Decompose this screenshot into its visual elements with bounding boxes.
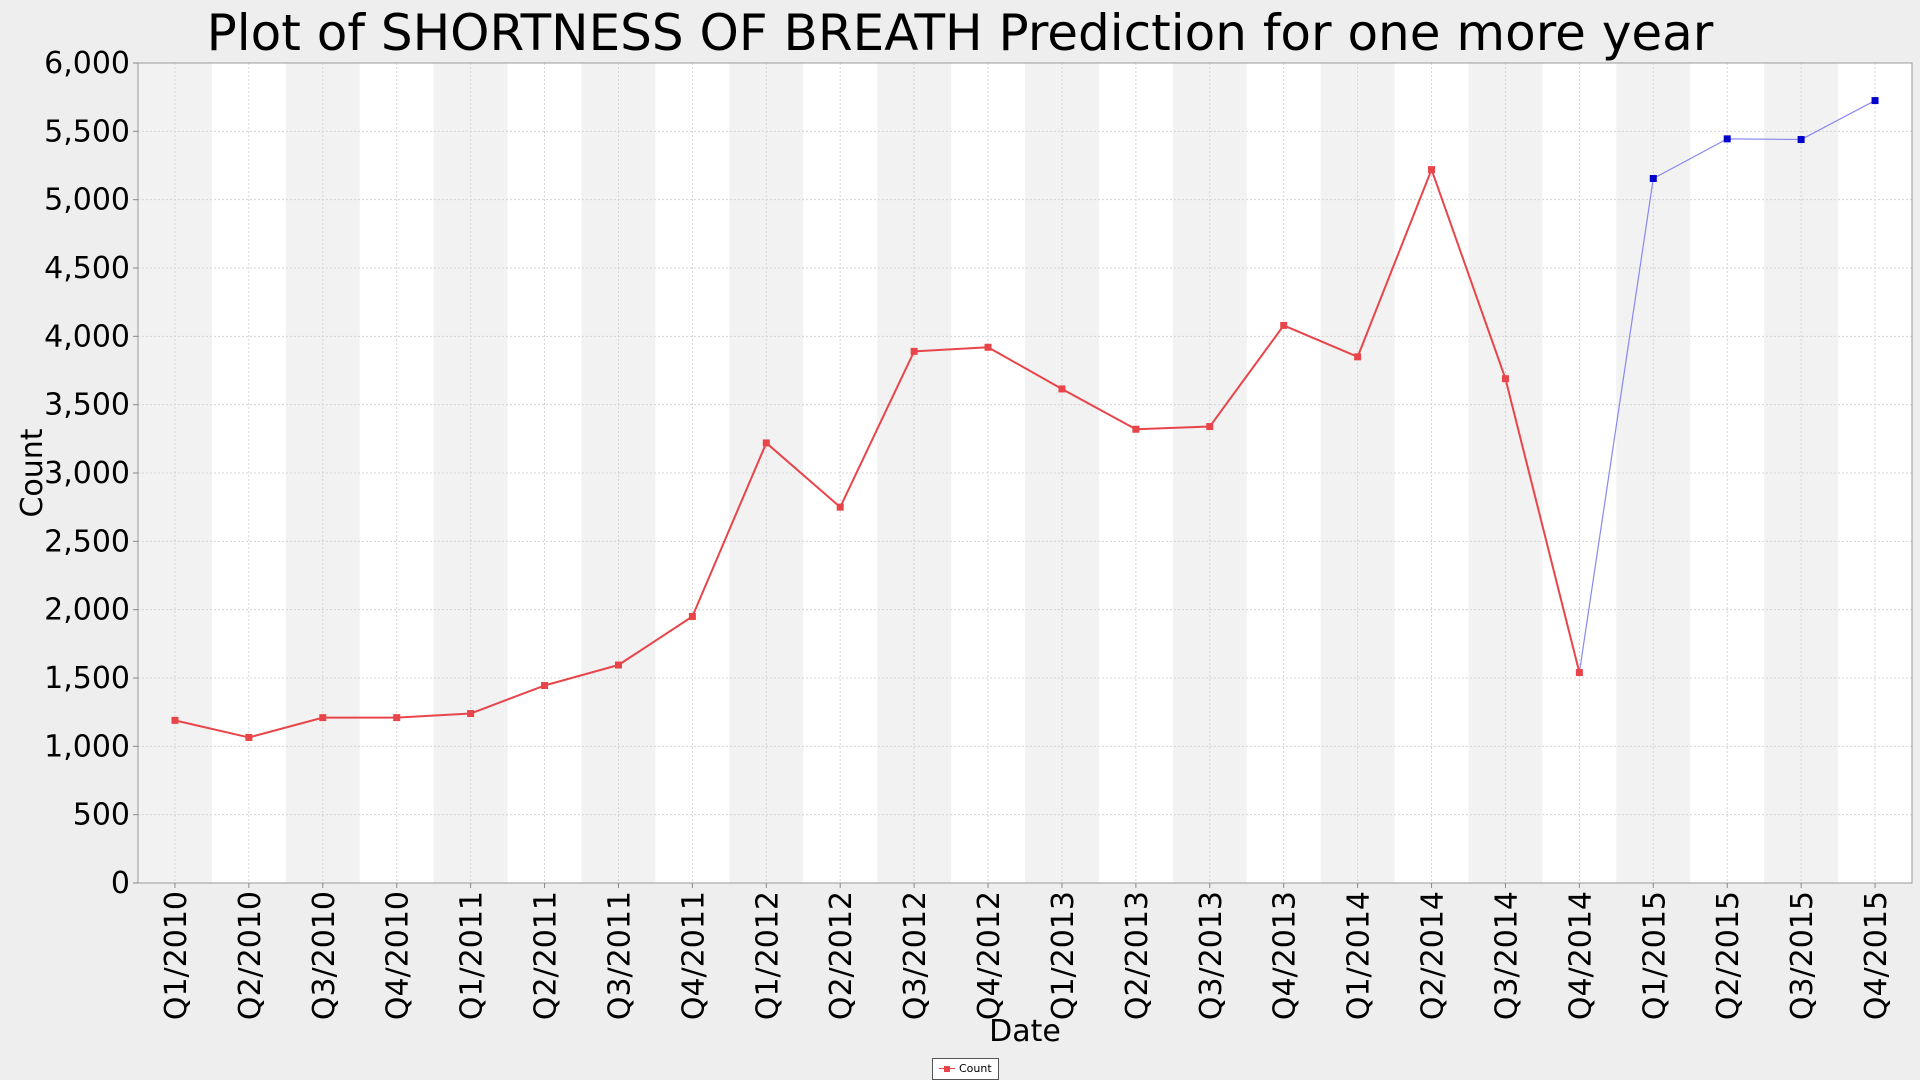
series-0-point bbox=[171, 716, 179, 724]
alternating-bands bbox=[138, 63, 1912, 883]
series-1-point bbox=[1649, 174, 1657, 182]
x-tick-label: Q2/2012 bbox=[824, 891, 859, 1020]
series-1-segment bbox=[1653, 138, 1728, 180]
series-0-point bbox=[836, 503, 844, 511]
x-tick-label: Q1/2013 bbox=[1046, 891, 1081, 1020]
y-tick-label: 5,500 bbox=[44, 114, 130, 149]
series-0-segment bbox=[248, 716, 324, 739]
series-1-segment bbox=[1578, 178, 1654, 673]
series-0-segment bbox=[1504, 378, 1581, 673]
series-0-point bbox=[541, 682, 549, 690]
legend: Count bbox=[932, 1058, 999, 1080]
series-1-point bbox=[1723, 135, 1731, 143]
x-tick-label: Q4/2015 bbox=[1859, 891, 1894, 1020]
series-0-point bbox=[467, 710, 475, 718]
series-0-segment bbox=[1135, 425, 1210, 431]
y-tick-label: 2,000 bbox=[44, 593, 130, 628]
series-0-point bbox=[1575, 669, 1583, 677]
series-0-point bbox=[1354, 353, 1362, 361]
gridlines bbox=[138, 62, 1912, 884]
y-tick-label: 3,500 bbox=[44, 388, 130, 423]
series-0-segment bbox=[1208, 324, 1285, 428]
series-0-segment bbox=[470, 684, 545, 715]
y-tick-label: 5,000 bbox=[44, 183, 130, 218]
x-tick-label: Q3/2014 bbox=[1489, 891, 1524, 1020]
series-0-segment bbox=[987, 346, 1063, 390]
series-0-segment bbox=[396, 712, 471, 719]
series-0-segment bbox=[1430, 169, 1507, 380]
y-tick-label: 500 bbox=[73, 798, 130, 833]
x-tick-label: Q4/2014 bbox=[1563, 891, 1598, 1020]
series-0-segment bbox=[617, 615, 693, 666]
y-tick-label: 1,500 bbox=[44, 661, 130, 696]
y-axis-label: Count bbox=[15, 428, 50, 517]
series-0-point bbox=[910, 347, 918, 355]
x-tick-label: Q1/2012 bbox=[750, 891, 785, 1020]
x-tick-label: Q2/2014 bbox=[1416, 891, 1451, 1020]
x-tick-label: Q4/2010 bbox=[381, 891, 416, 1020]
series-0-point bbox=[393, 714, 401, 722]
series-0-segment bbox=[174, 719, 250, 739]
series-1-point bbox=[1797, 136, 1805, 144]
series-lines bbox=[174, 100, 1876, 739]
y-tick-label: 6,000 bbox=[44, 46, 130, 81]
x-tick-label: Q3/2012 bbox=[898, 891, 933, 1020]
series-0-segment bbox=[839, 350, 916, 508]
series-0-segment bbox=[914, 346, 989, 353]
x-tick-label: Q2/2013 bbox=[1120, 891, 1155, 1020]
series-0-segment bbox=[544, 664, 619, 687]
x-tick-label: Q4/2011 bbox=[676, 891, 711, 1020]
series-0-segment bbox=[765, 442, 841, 508]
y-tick-label: 3,000 bbox=[44, 456, 130, 491]
x-tick-label: Q3/2013 bbox=[1194, 891, 1229, 1020]
series-0-point bbox=[614, 661, 622, 669]
y-tick-label: 1,000 bbox=[44, 729, 130, 764]
x-tick-label: Q2/2015 bbox=[1711, 891, 1746, 1020]
x-tick-label: Q3/2015 bbox=[1785, 891, 1820, 1020]
series-0-point bbox=[245, 733, 253, 741]
series-0-point bbox=[688, 613, 696, 620]
series-0-segment bbox=[691, 442, 768, 617]
series-0-segment bbox=[1061, 388, 1137, 431]
legend-label-count: Count bbox=[959, 1062, 992, 1075]
series-1-point bbox=[1871, 97, 1879, 105]
x-tick-label: Q2/2010 bbox=[233, 891, 268, 1020]
series-0-segment bbox=[1356, 169, 1433, 358]
y-tick-label: 4,000 bbox=[44, 319, 130, 354]
x-tick-label: Q3/2010 bbox=[307, 891, 342, 1020]
x-tick-label: Q3/2011 bbox=[602, 891, 637, 1020]
x-axis: Q1/2010 Q2/2010 Q3/2010 Q4/2010 Q1/2011 Q2/20… bbox=[159, 883, 1894, 1020]
y-tick-label: 2,500 bbox=[44, 524, 130, 559]
x-tick-label: Q4/2012 bbox=[972, 891, 1007, 1020]
x-tick-label: Q1/2014 bbox=[1342, 891, 1377, 1020]
x-tick-label: Q1/2015 bbox=[1637, 891, 1672, 1020]
series-0-point bbox=[1058, 385, 1066, 393]
series-1-segment bbox=[1800, 100, 1876, 141]
x-tick-label: Q1/2011 bbox=[455, 891, 490, 1020]
x-tick-label: Q1/2010 bbox=[159, 891, 194, 1020]
x-axis-label: Date bbox=[989, 1014, 1061, 1049]
series-0-point bbox=[1501, 375, 1509, 383]
series-0-point bbox=[1428, 166, 1436, 174]
x-tick-label: Q2/2011 bbox=[529, 891, 564, 1020]
series-1-segment bbox=[1727, 138, 1802, 141]
legend-swatch bbox=[939, 1059, 955, 1079]
x-tick-label: Q4/2013 bbox=[1268, 891, 1303, 1020]
y-tick-label: 4,500 bbox=[44, 251, 130, 286]
series-0-point bbox=[1132, 425, 1140, 433]
series-0-point bbox=[984, 343, 992, 351]
y-tick-label: 0 bbox=[111, 866, 130, 901]
series-0-point bbox=[319, 714, 327, 722]
y-axis: 0 500 1,000 1,500 2,000 2,500 3,000 3,500 4,000 4… bbox=[44, 46, 138, 901]
series-0-point bbox=[1280, 321, 1288, 329]
series-0-point bbox=[1206, 423, 1214, 431]
series-0-segment bbox=[1283, 324, 1359, 358]
series-points bbox=[171, 97, 1879, 741]
series-0-point bbox=[762, 439, 770, 447]
chart-title: Plot of SHORTNESS OF BREATH Prediction f… bbox=[206, 4, 1714, 62]
